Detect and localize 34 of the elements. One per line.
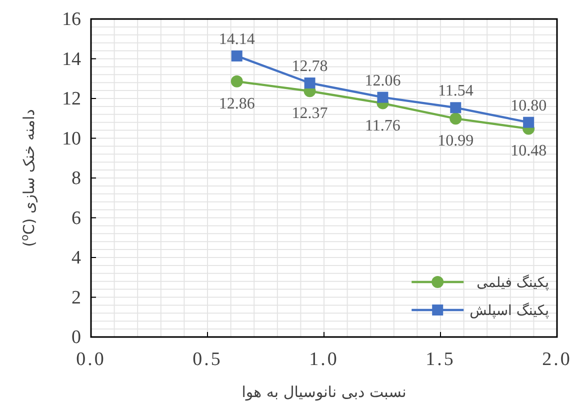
data-label: 10.80: [510, 97, 547, 114]
data-label: 11.54: [438, 82, 474, 100]
data-label: 10.99: [438, 132, 474, 150]
y-tick-label: 6: [72, 208, 81, 229]
y-tick-label: 2: [72, 287, 81, 308]
legend-label: پکینگ فیلمی: [476, 274, 550, 291]
x-tick-label: 1.0: [309, 349, 339, 370]
y-tick-label: 14: [62, 48, 82, 70]
point: [230, 75, 243, 88]
x-axis-title: نسبت دبی نانوسیال به هوا: [242, 383, 406, 401]
x-tick-label: 2.0: [542, 349, 572, 370]
data-label: 12.78: [292, 58, 328, 75]
data-label: 12.86: [218, 95, 255, 112]
point: [304, 78, 316, 88]
y-tick-label: 0: [72, 327, 81, 348]
y-tick-label: 4: [72, 248, 82, 268]
point: [450, 102, 462, 114]
y-tick-label: 12: [62, 88, 81, 110]
point: [450, 112, 462, 125]
data-label: 14.14: [218, 30, 255, 48]
y-tick-label: 10: [62, 128, 81, 150]
legend-label: پکینگ اسپلش: [470, 302, 550, 319]
point: [523, 116, 534, 128]
data-label: 12.37: [292, 105, 328, 122]
y-tick-label: 16: [62, 9, 81, 30]
x-tick-label: 0.0: [76, 349, 106, 370]
y-tick-label: 8: [72, 168, 81, 189]
x-tick-label: 1.5: [426, 349, 456, 370]
data-label: 10.48: [510, 142, 547, 160]
point: [377, 92, 388, 103]
data-label: 12.06: [364, 72, 401, 90]
point: [231, 50, 242, 62]
x-tick-label: 0.5: [192, 349, 222, 370]
data-label: 11.76: [365, 117, 400, 134]
